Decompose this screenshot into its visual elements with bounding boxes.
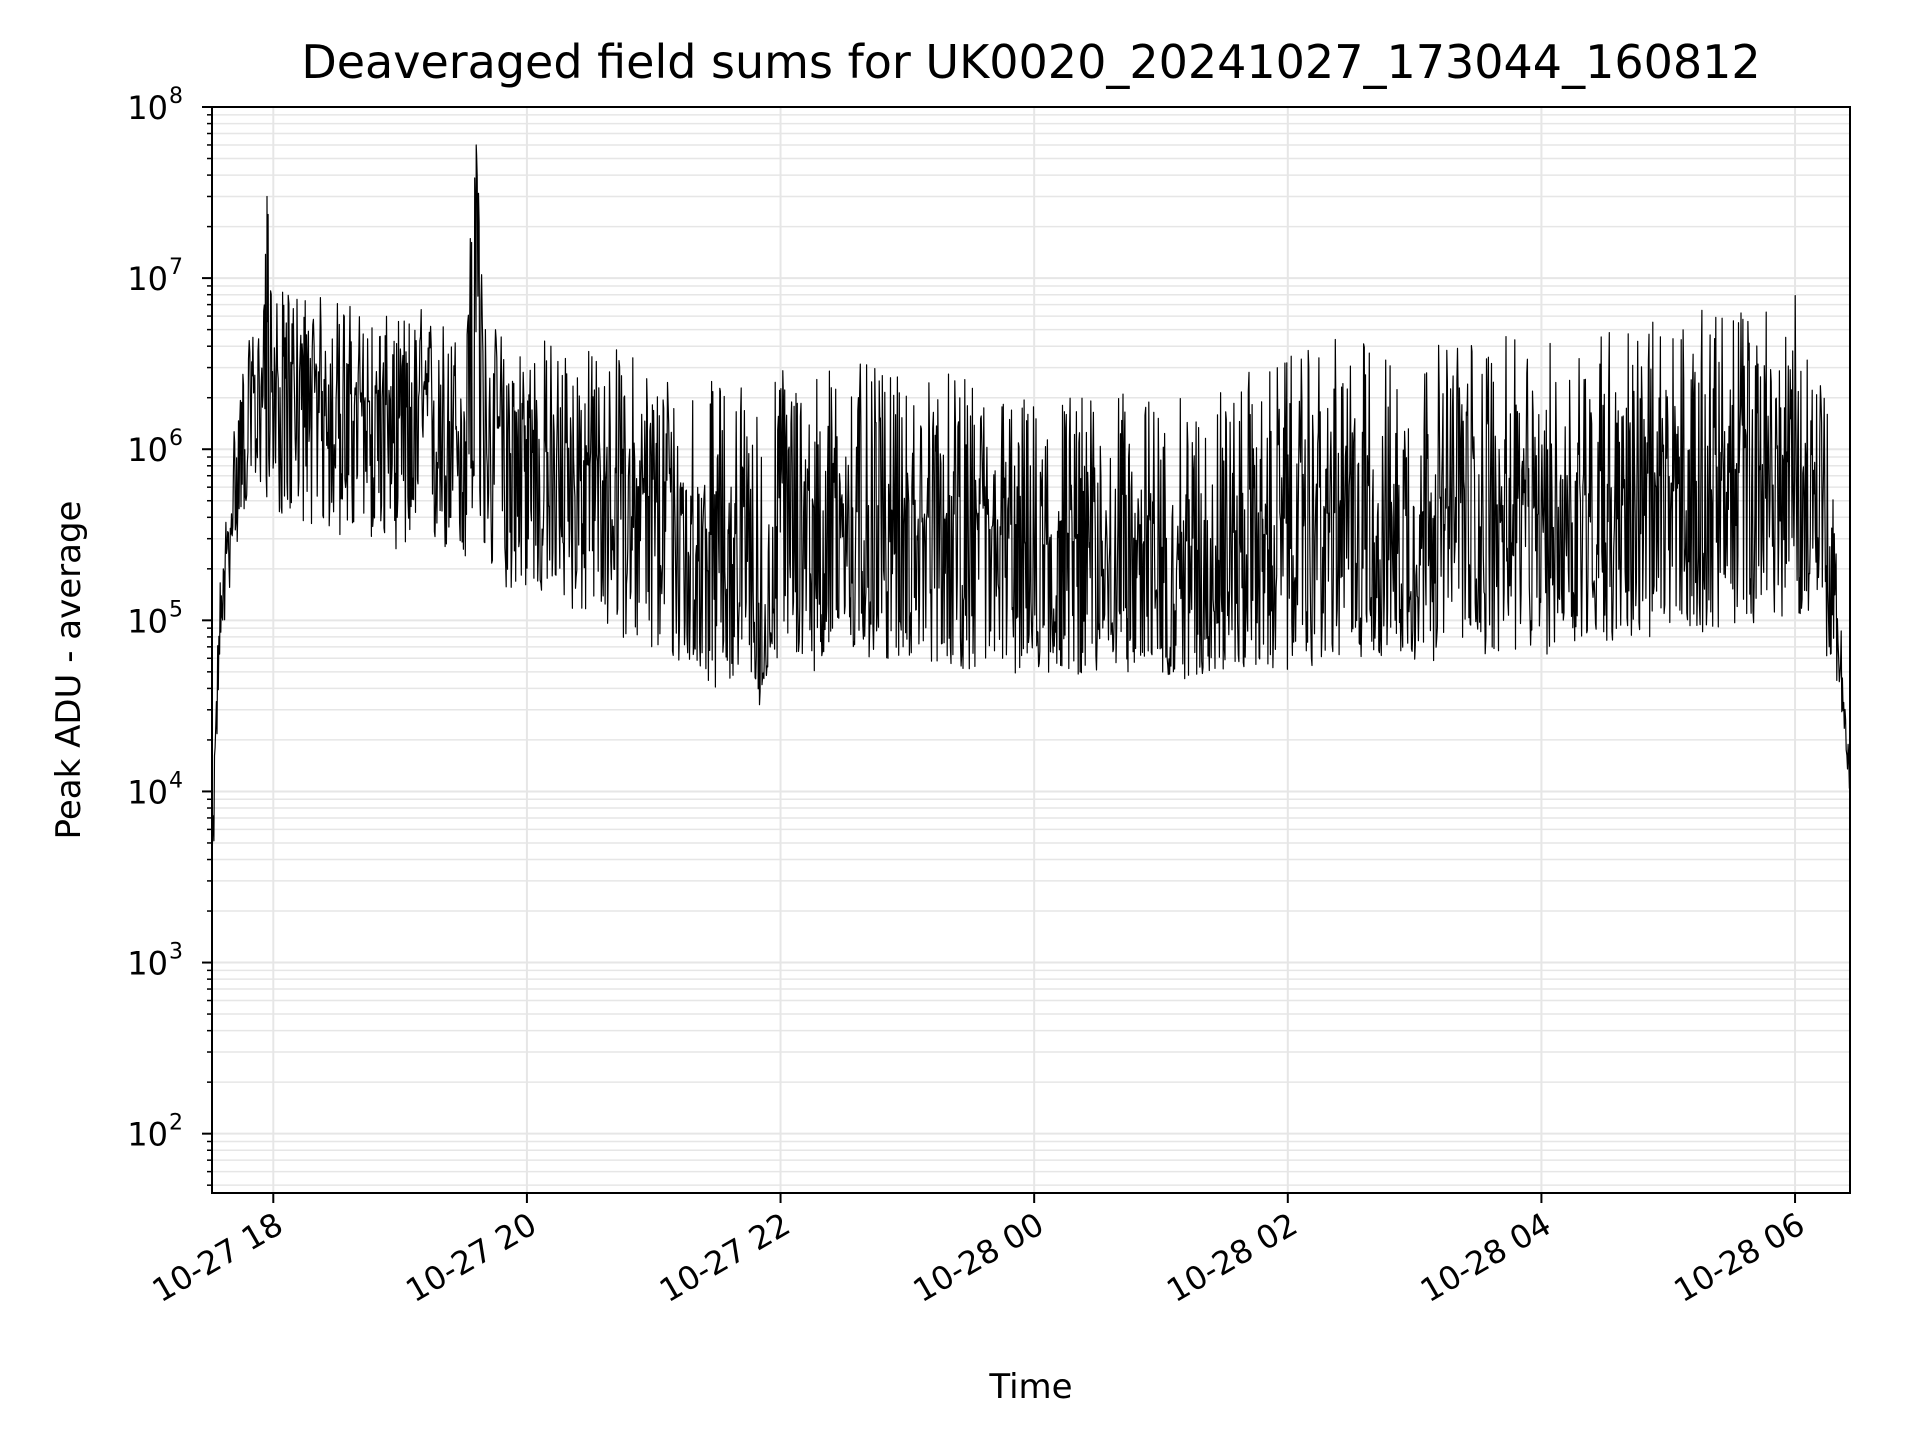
series-line bbox=[211, 144, 1851, 878]
x-axis-label: Time bbox=[988, 1367, 1072, 1407]
y-axis-label: Peak ADU - average bbox=[49, 501, 89, 840]
y-tick-label: 10 6 bbox=[127, 426, 183, 469]
y-tick-label-base: 10 bbox=[127, 773, 168, 811]
chart-title: Deaveraged field sums for UK0020_2024102… bbox=[301, 35, 1760, 89]
y-tick-label-exponent: 7 bbox=[169, 255, 183, 280]
y-tick-label: 10 5 bbox=[127, 597, 183, 640]
y-tick-label: 10 3 bbox=[127, 940, 183, 983]
y-tick-label: 10 7 bbox=[127, 255, 183, 298]
y-tick-label-base: 10 bbox=[127, 260, 168, 298]
plot-frame bbox=[211, 106, 1851, 1194]
y-tick-label-exponent: 4 bbox=[169, 768, 183, 793]
y-tick-label-exponent: 2 bbox=[169, 1111, 183, 1136]
y-tick-label: 10 8 bbox=[127, 84, 183, 127]
y-tick-label-base: 10 bbox=[127, 1116, 168, 1154]
y-tick-label-exponent: 3 bbox=[169, 940, 183, 965]
y-tick-label-base: 10 bbox=[127, 431, 168, 469]
y-tick-label-exponent: 8 bbox=[169, 84, 183, 109]
series-layer bbox=[211, 144, 1851, 878]
y-tick-label-base: 10 bbox=[127, 89, 168, 127]
y-tick-label-exponent: 6 bbox=[169, 426, 183, 451]
y-tick-label-exponent: 5 bbox=[169, 597, 183, 622]
y-tick-label: 10 4 bbox=[127, 768, 183, 811]
y-tick-label-base: 10 bbox=[127, 602, 168, 640]
y-tick-label: 10 2 bbox=[127, 1111, 183, 1154]
y-tick-label-base: 10 bbox=[127, 945, 168, 983]
